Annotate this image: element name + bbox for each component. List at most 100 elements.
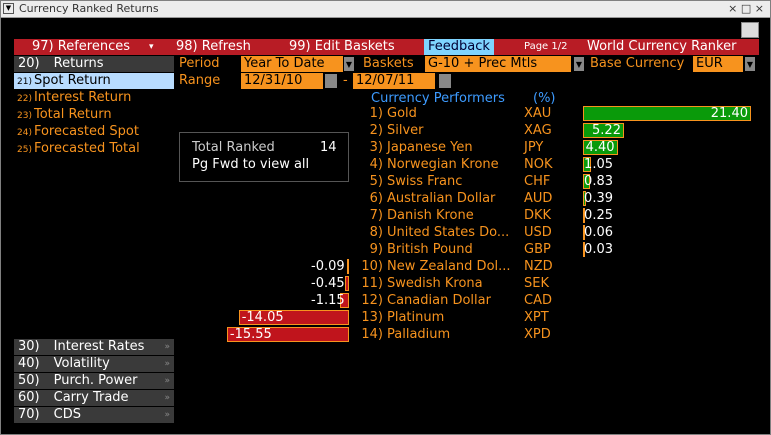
page-indicator: Page 1/2 [524,41,568,52]
rank: 11) [361,276,383,291]
rank: 10) [361,259,383,274]
value-label: 0.39 [584,191,613,206]
bar [583,174,590,189]
period-label: Period [179,56,220,71]
value-label: 1.05 [584,157,613,172]
section-label: CDS [53,407,81,422]
bar [583,208,585,223]
menu-item[interactable]: 21) Spot Return [14,73,174,89]
menu-item[interactable]: 23) Total Return [14,107,174,123]
currency-name: New Zealand Dol... [387,259,511,274]
currency-code: JPY [524,140,544,155]
menu-label: Returns [53,56,104,71]
section-num: 50) [18,373,40,388]
bar [583,140,618,155]
info-count: 14 [320,140,337,155]
rank: 2) [369,123,383,138]
expand-icon[interactable]: » [164,393,170,403]
expand-icon[interactable]: » [164,342,170,352]
value-label: -1.15 [311,293,345,308]
info-label: Total Ranked [192,140,275,155]
panel-title: Currency Performers [371,91,505,106]
menu-label: Spot Return [33,73,111,88]
menu-item[interactable]: 25) Forecasted Total [14,141,174,157]
rank: 14) [361,327,383,342]
section-num: 40) [18,356,40,371]
expand-icon[interactable]: » [164,376,170,386]
currency-code: NZD [524,259,553,274]
section-item[interactable]: 30) Interest Rates » [14,339,174,356]
currency-code: NOK [524,157,553,172]
bar [583,106,751,121]
value-label: 0.25 [584,208,613,223]
expand-icon[interactable]: » [164,359,170,369]
menu-header[interactable]: 20) Returns [14,56,174,72]
bar [583,225,585,240]
menu-num: 23) [17,111,32,121]
currency-code: CAD [524,293,552,308]
bar [339,293,349,308]
section-item[interactable]: 50) Purch. Power » [14,373,174,390]
currency-code: XAG [524,123,552,138]
section-item[interactable]: 60) Carry Trade » [14,390,174,407]
menu-num: 22) [17,94,32,104]
window-buttons[interactable]: × □ × [728,2,764,15]
value-label: -0.45 [311,276,345,291]
bar [347,259,349,274]
currency-name: United States Do... [387,225,510,240]
end-date[interactable]: 12/07/11 [353,73,435,89]
currency-name: Canadian Dollar [387,293,491,308]
menu-label: Total Return [33,107,112,122]
currency-name: Silver [387,123,424,138]
currency-name: Palladium [387,327,451,342]
currency-name: Gold [387,106,417,121]
menu-item[interactable]: 22) Interest Return [14,90,174,106]
baskets-field[interactable]: G-10 + Prec Mtls [425,56,571,72]
value-label: -0.09 [311,259,345,274]
references-button[interactable]: 97) References [32,39,130,54]
app-name: World Currency Ranker [587,39,737,54]
calendar[interactable] [325,74,337,88]
baskets-label: Baskets [363,56,414,71]
value-label: 0.83 [584,174,613,189]
menu-label: Interest Return [33,90,132,105]
currency-name: Platinum [387,310,445,325]
dropdown[interactable]: ▼ [344,57,354,71]
section-item[interactable]: 40) Volatility » [14,356,174,373]
menu-item[interactable]: 24) Forecasted Spot [14,124,174,140]
section-num: 70) [18,407,40,422]
base-field[interactable]: EUR [693,56,743,72]
section-item[interactable]: 70) CDS » [14,407,174,424]
dropdown[interactable]: ▼ [574,57,584,71]
bar [583,157,592,172]
start-date[interactable]: 12/31/10 [241,73,323,89]
bar [238,310,349,325]
currency-name: Swedish Krona [387,276,483,291]
refresh-button[interactable]: 98) Refresh [176,39,251,54]
currency-name: Swiss Franc [387,174,463,189]
section-label: Volatility [53,356,110,371]
rank: 9) [369,242,383,257]
section-label: Purch. Power [53,373,138,388]
currency-name: Danish Krone [387,208,474,223]
currency-code: XPD [524,327,551,342]
menu-label: Forecasted Total [33,141,140,156]
system-menu[interactable]: ▼ [3,3,14,14]
currency-code: AUD [524,191,553,206]
toolbar: 97) References ▾ 98) Refresh 99) Edit Ba… [14,39,759,55]
calendar[interactable] [439,74,451,88]
expand-icon[interactable]: » [164,410,170,420]
edit-baskets-button[interactable]: 99) Edit Baskets [289,39,395,54]
period-field[interactable]: Year To Date [241,56,343,72]
currency-code: CHF [524,174,551,189]
feedback-button[interactable]: Feedback [424,39,494,55]
currency-name: Norwegian Krone [387,157,499,172]
menu-num: 21) [17,77,32,87]
icon[interactable] [741,22,759,38]
section-num: 60) [18,390,40,405]
dropdown[interactable]: ▼ [745,57,755,71]
section-label: Carry Trade [53,390,129,405]
rank: 5) [369,174,383,189]
rank: 6) [369,191,383,206]
